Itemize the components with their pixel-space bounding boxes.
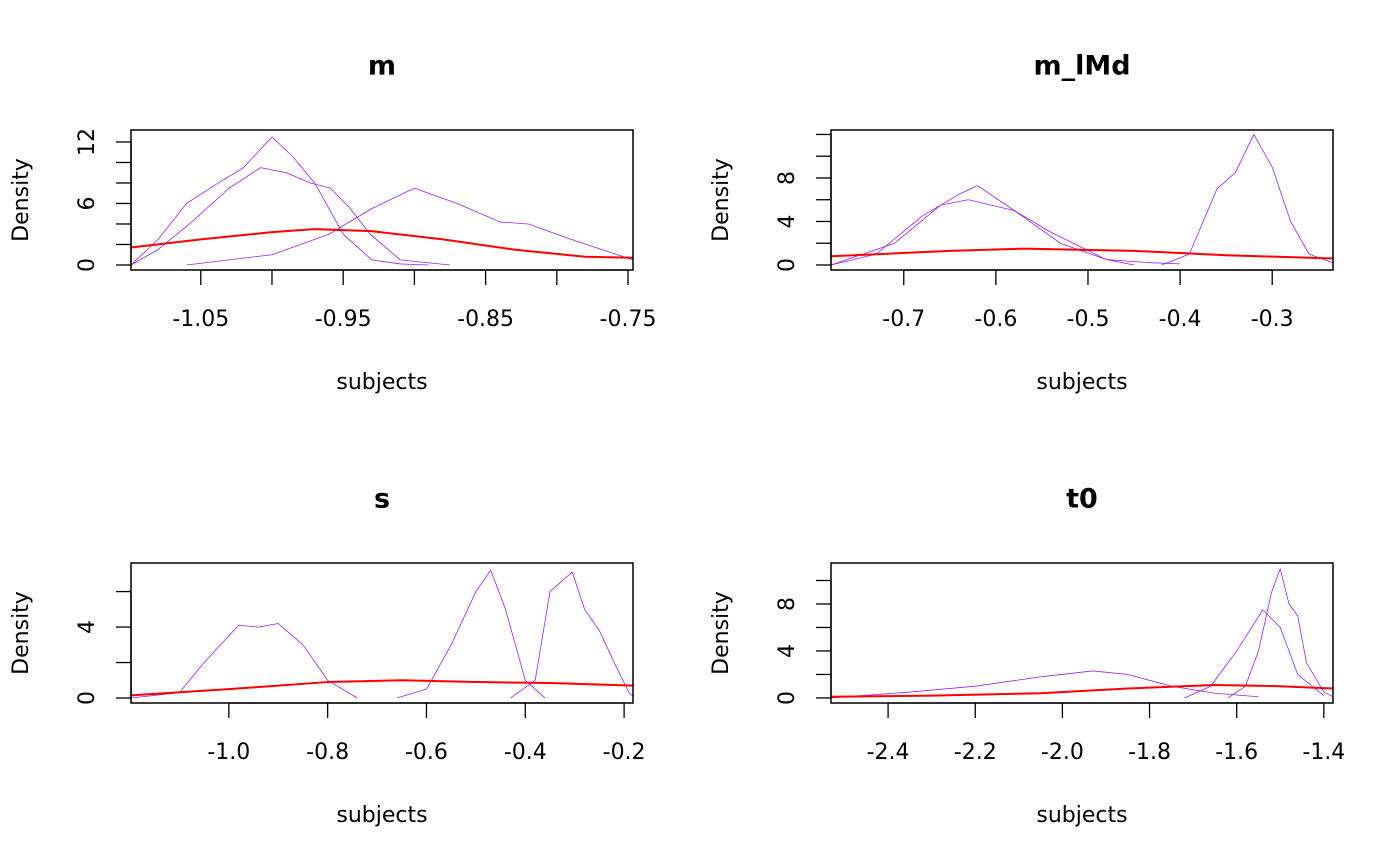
density-line xyxy=(396,569,546,699)
x-tick-label: -1.0 xyxy=(207,740,250,765)
density-line xyxy=(186,187,633,266)
plot-frame xyxy=(830,129,1334,271)
x-tick-label: -0.6 xyxy=(405,740,448,765)
y-tick-label: 8 xyxy=(775,597,800,611)
density-line xyxy=(131,136,429,266)
panel-title: m_lMd xyxy=(1033,51,1130,82)
panel: t0 subjects Density -2.4 -2.2 -2.0 -1.8 -1.6 -1.… xyxy=(709,484,1345,829)
x-axis-label: subjects xyxy=(1036,370,1127,395)
density-line xyxy=(510,571,633,699)
x-tick-label: -1.8 xyxy=(1128,740,1171,765)
plot-frame xyxy=(830,562,1334,704)
y-tick-label: 0 xyxy=(775,691,800,705)
y-tick-label: 4 xyxy=(75,620,100,634)
y-tick-label: 0 xyxy=(75,258,100,272)
x-axis-label: subjects xyxy=(1036,803,1127,828)
density-line xyxy=(831,185,1181,266)
density-line xyxy=(131,228,633,259)
x-tick-label: -0.4 xyxy=(504,740,547,765)
density-line xyxy=(831,199,1135,266)
x-tick-label: -0.95 xyxy=(315,307,372,332)
panel-title: m xyxy=(368,51,396,82)
density-line xyxy=(131,679,633,697)
panel: m subjects Density -1.05 -0.95 -0.85 -0.75 0 6 12 xyxy=(9,51,656,396)
panel-title: t0 xyxy=(1066,484,1098,515)
x-tick-label: -1.4 xyxy=(1302,740,1345,765)
plot-frame xyxy=(130,129,634,271)
density-line xyxy=(1161,134,1333,266)
panel: s subjects Density -1.0 -0.8 -0.6 -0.4 -0.2 0 4 xyxy=(9,484,646,829)
y-tick-label: 6 xyxy=(75,196,100,210)
x-axis-label: subjects xyxy=(336,370,427,395)
y-tick-label: 0 xyxy=(75,691,100,705)
x-axis-label: subjects xyxy=(336,803,427,828)
y-axis-label: Density xyxy=(9,158,34,242)
y-tick-label: 8 xyxy=(775,171,800,185)
x-tick-label: -1.05 xyxy=(172,307,229,332)
y-axis-label: Density xyxy=(9,591,34,675)
x-tick-label: -0.5 xyxy=(1067,307,1110,332)
x-tick-label: -0.2 xyxy=(603,740,646,765)
y-tick-label: 4 xyxy=(775,644,800,658)
x-tick-label: -2.4 xyxy=(867,740,910,765)
density-line xyxy=(1227,568,1333,699)
plot-frame xyxy=(130,562,634,704)
panel: m_lMd subjects Density -0.7 -0.6 -0.5 -0.4 -0.3… xyxy=(709,51,1334,395)
y-axis-label: Density xyxy=(709,158,734,242)
x-tick-label: -0.85 xyxy=(457,307,514,332)
x-tick-label: -2.0 xyxy=(1041,740,1084,765)
y-axis-label: Density xyxy=(709,591,734,675)
x-tick-label: -0.8 xyxy=(306,740,349,765)
panel-title: s xyxy=(374,484,390,515)
density-line xyxy=(131,623,358,699)
x-tick-label: -1.6 xyxy=(1215,740,1258,765)
x-tick-label: -0.7 xyxy=(882,307,925,332)
density-line xyxy=(831,247,1333,260)
x-tick-label: -0.75 xyxy=(600,307,657,332)
density-line xyxy=(131,167,451,266)
y-tick-label: 0 xyxy=(775,258,800,272)
density-line xyxy=(831,684,1333,698)
y-tick-label: 4 xyxy=(775,214,800,228)
y-tick-label: 12 xyxy=(75,128,100,156)
x-tick-label: -0.3 xyxy=(1251,307,1294,332)
x-tick-label: -0.4 xyxy=(1159,307,1202,332)
x-tick-label: -0.6 xyxy=(974,307,1017,332)
x-tick-label: -2.2 xyxy=(954,740,997,765)
